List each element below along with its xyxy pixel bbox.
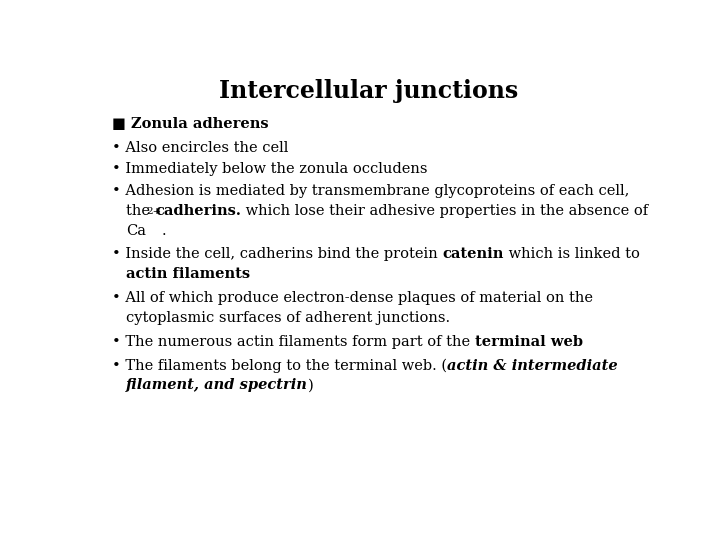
Text: Ca: Ca [126, 224, 146, 238]
Text: ): ) [308, 379, 314, 393]
Text: • The numerous actin filaments form part of the: • The numerous actin filaments form part… [112, 335, 475, 349]
Text: actin filaments: actin filaments [126, 267, 251, 281]
Text: the: the [126, 204, 155, 218]
Text: cadherins.: cadherins. [155, 204, 240, 218]
Text: • The filaments belong to the terminal web. (: • The filaments belong to the terminal w… [112, 359, 447, 373]
Text: • Also encircles the cell: • Also encircles the cell [112, 140, 289, 154]
Text: which lose their adhesive properties in the absence of: which lose their adhesive properties in … [240, 204, 648, 218]
Text: catenin: catenin [443, 247, 504, 261]
Text: • Inside the cell, cadherins bind the protein: • Inside the cell, cadherins bind the pr… [112, 247, 443, 261]
Text: 2+: 2+ [146, 207, 161, 216]
Text: actin & intermediate: actin & intermediate [447, 359, 618, 373]
Text: • Immediately below the zonula occludens: • Immediately below the zonula occludens [112, 162, 428, 176]
Text: • All of which produce electron-dense plaques of material on the: • All of which produce electron-dense pl… [112, 291, 593, 305]
Text: .: . [161, 224, 166, 238]
Text: terminal web: terminal web [475, 335, 583, 349]
Text: filament, and spectrin: filament, and spectrin [126, 379, 308, 393]
Text: cytoplasmic surfaces of adherent junctions.: cytoplasmic surfaces of adherent junctio… [126, 311, 451, 325]
Text: Intercellular junctions: Intercellular junctions [220, 79, 518, 103]
Text: which is linked to: which is linked to [504, 247, 640, 261]
Text: • Adhesion is mediated by transmembrane glycoproteins of each cell,: • Adhesion is mediated by transmembrane … [112, 184, 630, 198]
Text: ■ Zonula adherens: ■ Zonula adherens [112, 117, 269, 131]
